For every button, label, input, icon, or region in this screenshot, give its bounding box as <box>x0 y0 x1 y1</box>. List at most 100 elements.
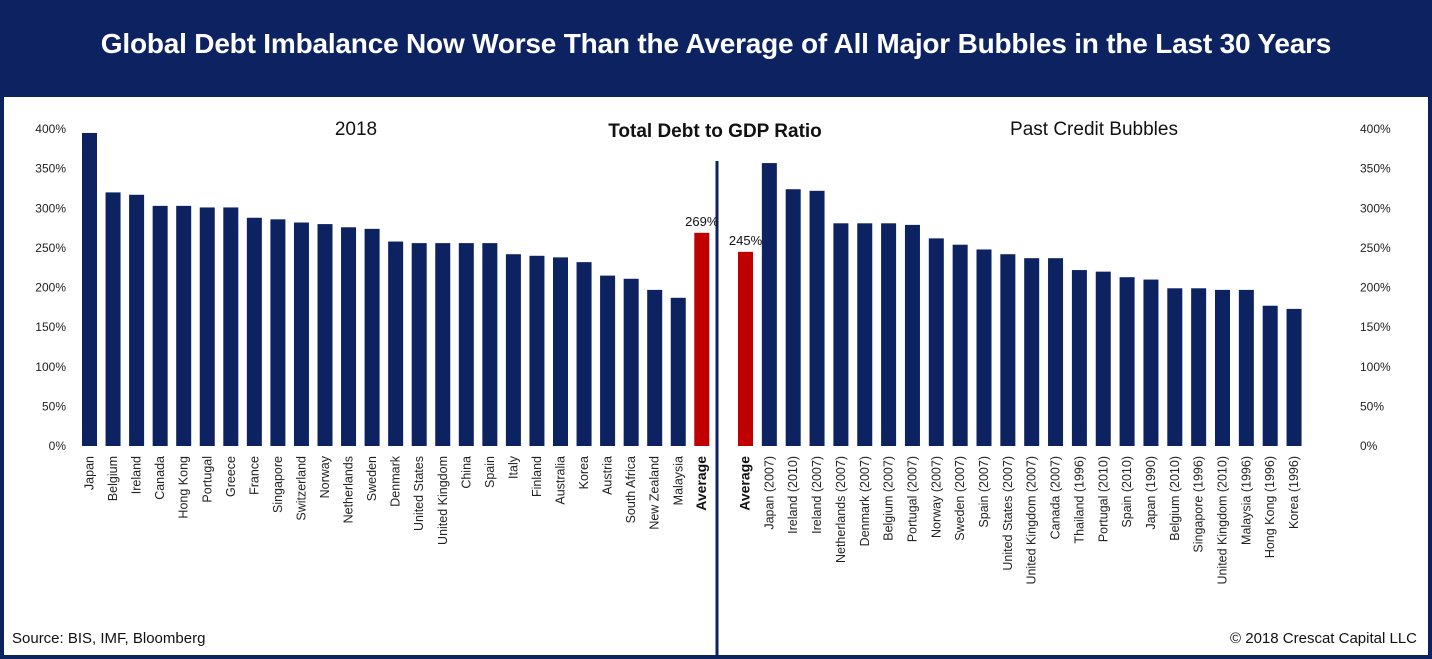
bar <box>1262 305 1278 446</box>
bar <box>647 289 663 446</box>
bar <box>833 223 849 446</box>
bar <box>1119 277 1135 446</box>
bar <box>1238 289 1254 446</box>
category-label: China <box>459 456 473 489</box>
bar <box>317 224 333 446</box>
y-tick-label: 200% <box>1360 281 1391 295</box>
category-label: South Africa <box>624 456 638 523</box>
category-label: United States <box>412 456 426 531</box>
bar <box>223 207 239 446</box>
bar <box>246 217 262 446</box>
bar <box>809 190 825 446</box>
category-label: Spain <box>483 456 497 488</box>
bar <box>976 249 992 446</box>
panel-title-left: 2018 <box>335 119 377 140</box>
bar <box>928 238 944 446</box>
bar <box>529 255 545 446</box>
category-label: Spain (2010) <box>1120 456 1134 528</box>
bar <box>105 192 121 446</box>
category-label: New Zealand <box>648 456 662 530</box>
category-label: Norway (2007) <box>929 456 943 538</box>
bar <box>670 297 686 446</box>
category-label: Average <box>737 456 753 511</box>
y-tick-label: 100% <box>1360 360 1391 374</box>
category-label: Korea <box>577 456 591 489</box>
bar <box>388 241 404 446</box>
bar <box>1095 271 1111 446</box>
y-tick-label: 350% <box>35 162 66 176</box>
bar <box>857 223 873 446</box>
category-label: Thailand (1996) <box>1072 456 1086 544</box>
bar <box>1143 279 1159 446</box>
debt-chart: Total Debt to GDP Ratio Source: BIS, IMF… <box>12 119 1417 655</box>
bar <box>785 189 801 446</box>
source-note: Source: BIS, IMF, Bloomberg <box>12 630 205 647</box>
category-label: Italy <box>506 455 520 479</box>
category-label: United Kingdom (2007) <box>1025 456 1039 585</box>
bar <box>761 163 777 446</box>
bar <box>505 254 521 446</box>
page-title: Global Debt Imbalance Now Worse Than the… <box>100 28 1332 59</box>
category-label: Spain (2007) <box>977 456 991 528</box>
y-tick-label: 50% <box>42 399 66 413</box>
category-label: Ireland (2007) <box>810 456 824 534</box>
category-label: Japan <box>83 456 97 490</box>
bar <box>129 194 145 446</box>
bar <box>458 243 474 446</box>
chart-area: Total Debt to GDP Ratio Source: BIS, IMF… <box>4 97 1428 655</box>
category-label: Australia <box>554 456 568 505</box>
y-tick-label: 0% <box>49 439 67 453</box>
bar <box>152 205 168 446</box>
bar <box>341 227 357 446</box>
y-tick-label: 150% <box>1360 320 1391 334</box>
category-label: Sweden (2007) <box>953 456 967 541</box>
category-label: Sweden <box>365 456 379 501</box>
bar <box>904 224 920 446</box>
y-tick-label: 50% <box>1360 399 1384 413</box>
category-label: Belgium (2007) <box>882 456 896 541</box>
category-label: Finland <box>530 456 544 497</box>
bar <box>881 223 897 446</box>
category-label: Korea (1996) <box>1287 456 1301 529</box>
chart-center-title: Total Debt to GDP Ratio <box>608 121 822 142</box>
y-tick-label: 0% <box>1360 439 1378 453</box>
y-tick-label: 350% <box>1360 162 1391 176</box>
category-label: Japan (1990) <box>1144 456 1158 530</box>
bar <box>1024 258 1040 446</box>
category-label: Belgium <box>106 456 120 501</box>
bar <box>364 228 380 446</box>
category-label: Belgium (2010) <box>1168 456 1182 541</box>
category-label: Norway <box>318 455 332 498</box>
y-tick-label: 400% <box>35 122 66 136</box>
category-label: Portugal (2010) <box>1096 456 1110 542</box>
y-tick-label: 200% <box>35 281 66 295</box>
category-label: Hong Kong (1996) <box>1263 456 1277 558</box>
bar <box>952 244 968 446</box>
category-label: United Kingdom (2010) <box>1216 456 1230 585</box>
category-label: Denmark <box>389 455 403 506</box>
bar <box>553 257 568 446</box>
y-tick-label: 300% <box>35 201 66 215</box>
bar <box>1071 270 1087 446</box>
category-label: Canada (2007) <box>1049 456 1063 539</box>
bar <box>435 243 451 446</box>
bar <box>82 132 97 446</box>
category-label: United Kingdom <box>436 456 450 545</box>
bar-average <box>694 232 710 446</box>
bar <box>1048 258 1064 446</box>
bar <box>482 243 498 446</box>
category-label: Singapore <box>271 456 285 513</box>
category-label: Ireland (2010) <box>786 456 800 534</box>
category-label: Switzerland <box>294 456 308 521</box>
category-label: Denmark (2007) <box>858 456 872 546</box>
data-label: 245% <box>729 233 763 248</box>
bar <box>1000 254 1016 446</box>
bar <box>199 207 215 446</box>
bar <box>576 262 592 446</box>
bar <box>411 243 427 446</box>
category-label: Malaysia <box>671 456 685 505</box>
category-label: France <box>247 456 261 495</box>
bar <box>270 219 286 446</box>
category-label: Netherlands <box>342 456 356 523</box>
category-label: Average <box>693 456 709 511</box>
